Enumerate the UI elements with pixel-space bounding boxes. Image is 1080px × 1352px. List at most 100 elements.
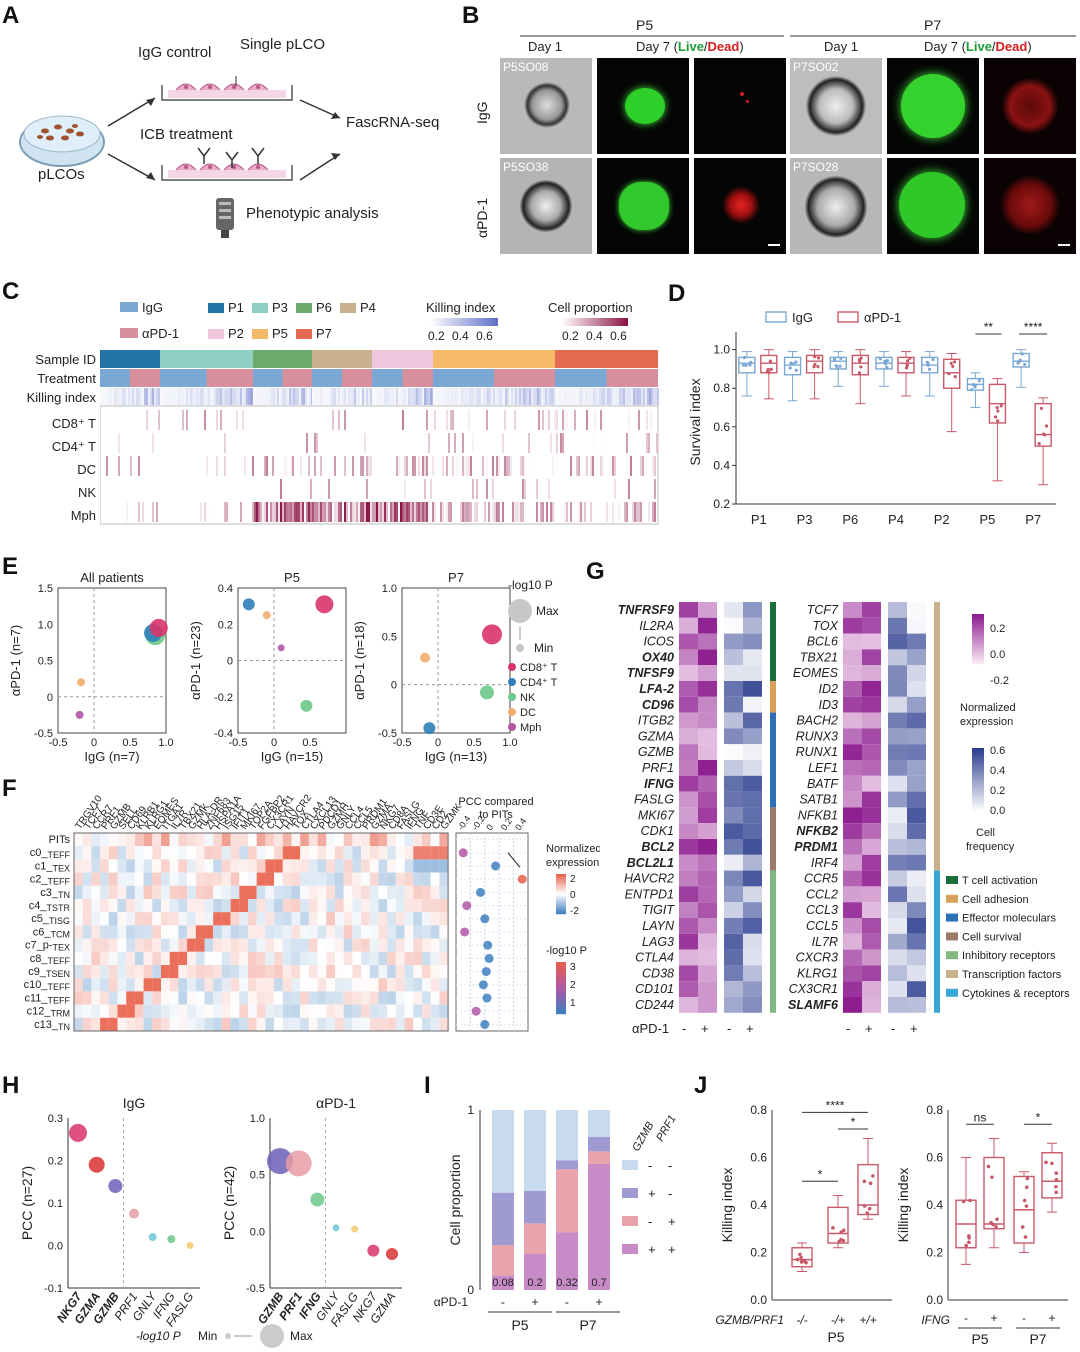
expr-cell [679,712,698,729]
cluster-row-label: c12_TRM [27,1006,70,1019]
cell-proportion-cell [592,433,594,453]
stack-segment [524,1191,546,1224]
heatmap-cell [308,859,318,873]
heatmap-cell [413,833,422,847]
cell-proportion-cell [642,456,644,476]
logp-colorbar-slice [556,1011,566,1013]
logp-colorbar-slice [556,995,566,997]
killing-index-cell [553,388,555,405]
expr-cell [679,602,698,618]
freq-colorbar-slice [972,770,984,772]
freq-cell [724,760,743,776]
norm-colorbar-slice [972,621,984,623]
killing-index-cell [575,388,577,405]
chip-icb-icon [161,147,293,181]
killing-index-cell [279,388,281,405]
heatmap-cell [204,872,214,886]
cell-proportion-cell [636,502,638,522]
heatmap-cell [265,965,275,979]
x-tick-label: 0.5 [122,737,137,749]
heatmap-cell [187,885,196,899]
cell-proportion-cell [422,502,424,522]
heatmap-cell [91,951,101,965]
heatmap-cell [143,991,153,1005]
heatmap-cell [300,1017,309,1031]
logp-colorbar-slice [556,991,566,993]
cell-proportion-cell [426,410,428,430]
cell-proportion-cell [316,433,318,453]
heatmap-cell [204,1004,214,1018]
gene-row-label: CCL2 [806,887,838,901]
freq-cell [724,649,743,666]
y-tick-label: 0.0 [48,1241,63,1253]
killing-index-cell [529,388,531,405]
y-axis-label: Killing index [895,1168,911,1243]
heatmap-cell [308,885,318,899]
expr-cell [862,633,881,650]
cell-proportion-cell [370,502,372,522]
category-legend-swatch [946,970,958,978]
cell-proportion-cell [556,433,558,453]
gene-row-label: BACH2 [796,714,838,728]
expr-cell [843,649,862,666]
cell-proportion-cell [404,479,406,499]
killing-index-cell [328,388,330,405]
heatmap-cell [395,846,405,860]
expr-cell [698,696,717,713]
logp-colorbar-slice [556,984,566,986]
legend-cell-label: CD8⁺ T [520,662,558,674]
pcc-point [478,980,488,990]
cell-proportion-cell [402,410,404,430]
heatmap-cell [369,1017,379,1031]
data-point [812,365,816,369]
label-phenotypic-analysis: Phenotypic analysis [246,205,379,222]
cell-proportion-cell [284,502,286,522]
killing-index-cell [449,388,451,405]
gene-row-label: EOMES [793,666,839,680]
box-αPD-1 [851,354,869,376]
norm-colorbar-slice [556,874,566,876]
heatmap-cell [308,833,318,847]
heatmap-cell [195,938,205,952]
killing-index-cell [651,388,653,405]
freq-cell [907,886,926,903]
pcc-point [480,1019,490,1029]
norm-tick: 2 [570,874,576,885]
freq-cell [743,933,762,950]
heatmap-cell [134,925,144,939]
heatmap-cell [291,951,301,965]
heatmap-cell [195,925,205,939]
y-tick-label: -0.5 [378,728,397,740]
heatmap-cell [204,899,214,913]
killing-index-colorbar [430,318,498,326]
y-axis-label: Cell proportion [447,1154,463,1245]
freq-colorbar-slice [972,803,984,805]
cell-proportion-cell [562,410,564,430]
killing-index-cell [392,388,394,405]
freq-colorbar-slice [972,805,984,807]
heatmap-cell [352,925,362,939]
data-point [816,365,820,369]
heatmap-cell [108,991,118,1005]
x-tick-label: P2 [934,512,950,527]
expr-cell [679,665,698,681]
heatmap-cell [317,833,327,847]
heatmap-cell [195,899,205,913]
cell-proportion-cell [130,456,132,476]
heatmap-cell [422,885,431,899]
logp-colorbar-slice [556,994,566,996]
norm-colorbar-slice [556,876,566,878]
logp-colorbar-slice [556,980,566,982]
heatmap-cell [256,899,266,913]
subplot-title: P5 [284,570,300,585]
heatmap-cell [239,938,248,952]
heatmap-cell [195,1004,205,1018]
heatmap-cell [117,899,127,913]
heatmap-cell [439,991,449,1005]
heatmap-cell [300,859,309,873]
box-αPD-1 [943,358,961,389]
cell-proportion-cell [536,502,538,522]
freq-cell [907,775,926,792]
data-point [973,385,977,389]
y-tick-label: 1.0 [38,619,53,631]
